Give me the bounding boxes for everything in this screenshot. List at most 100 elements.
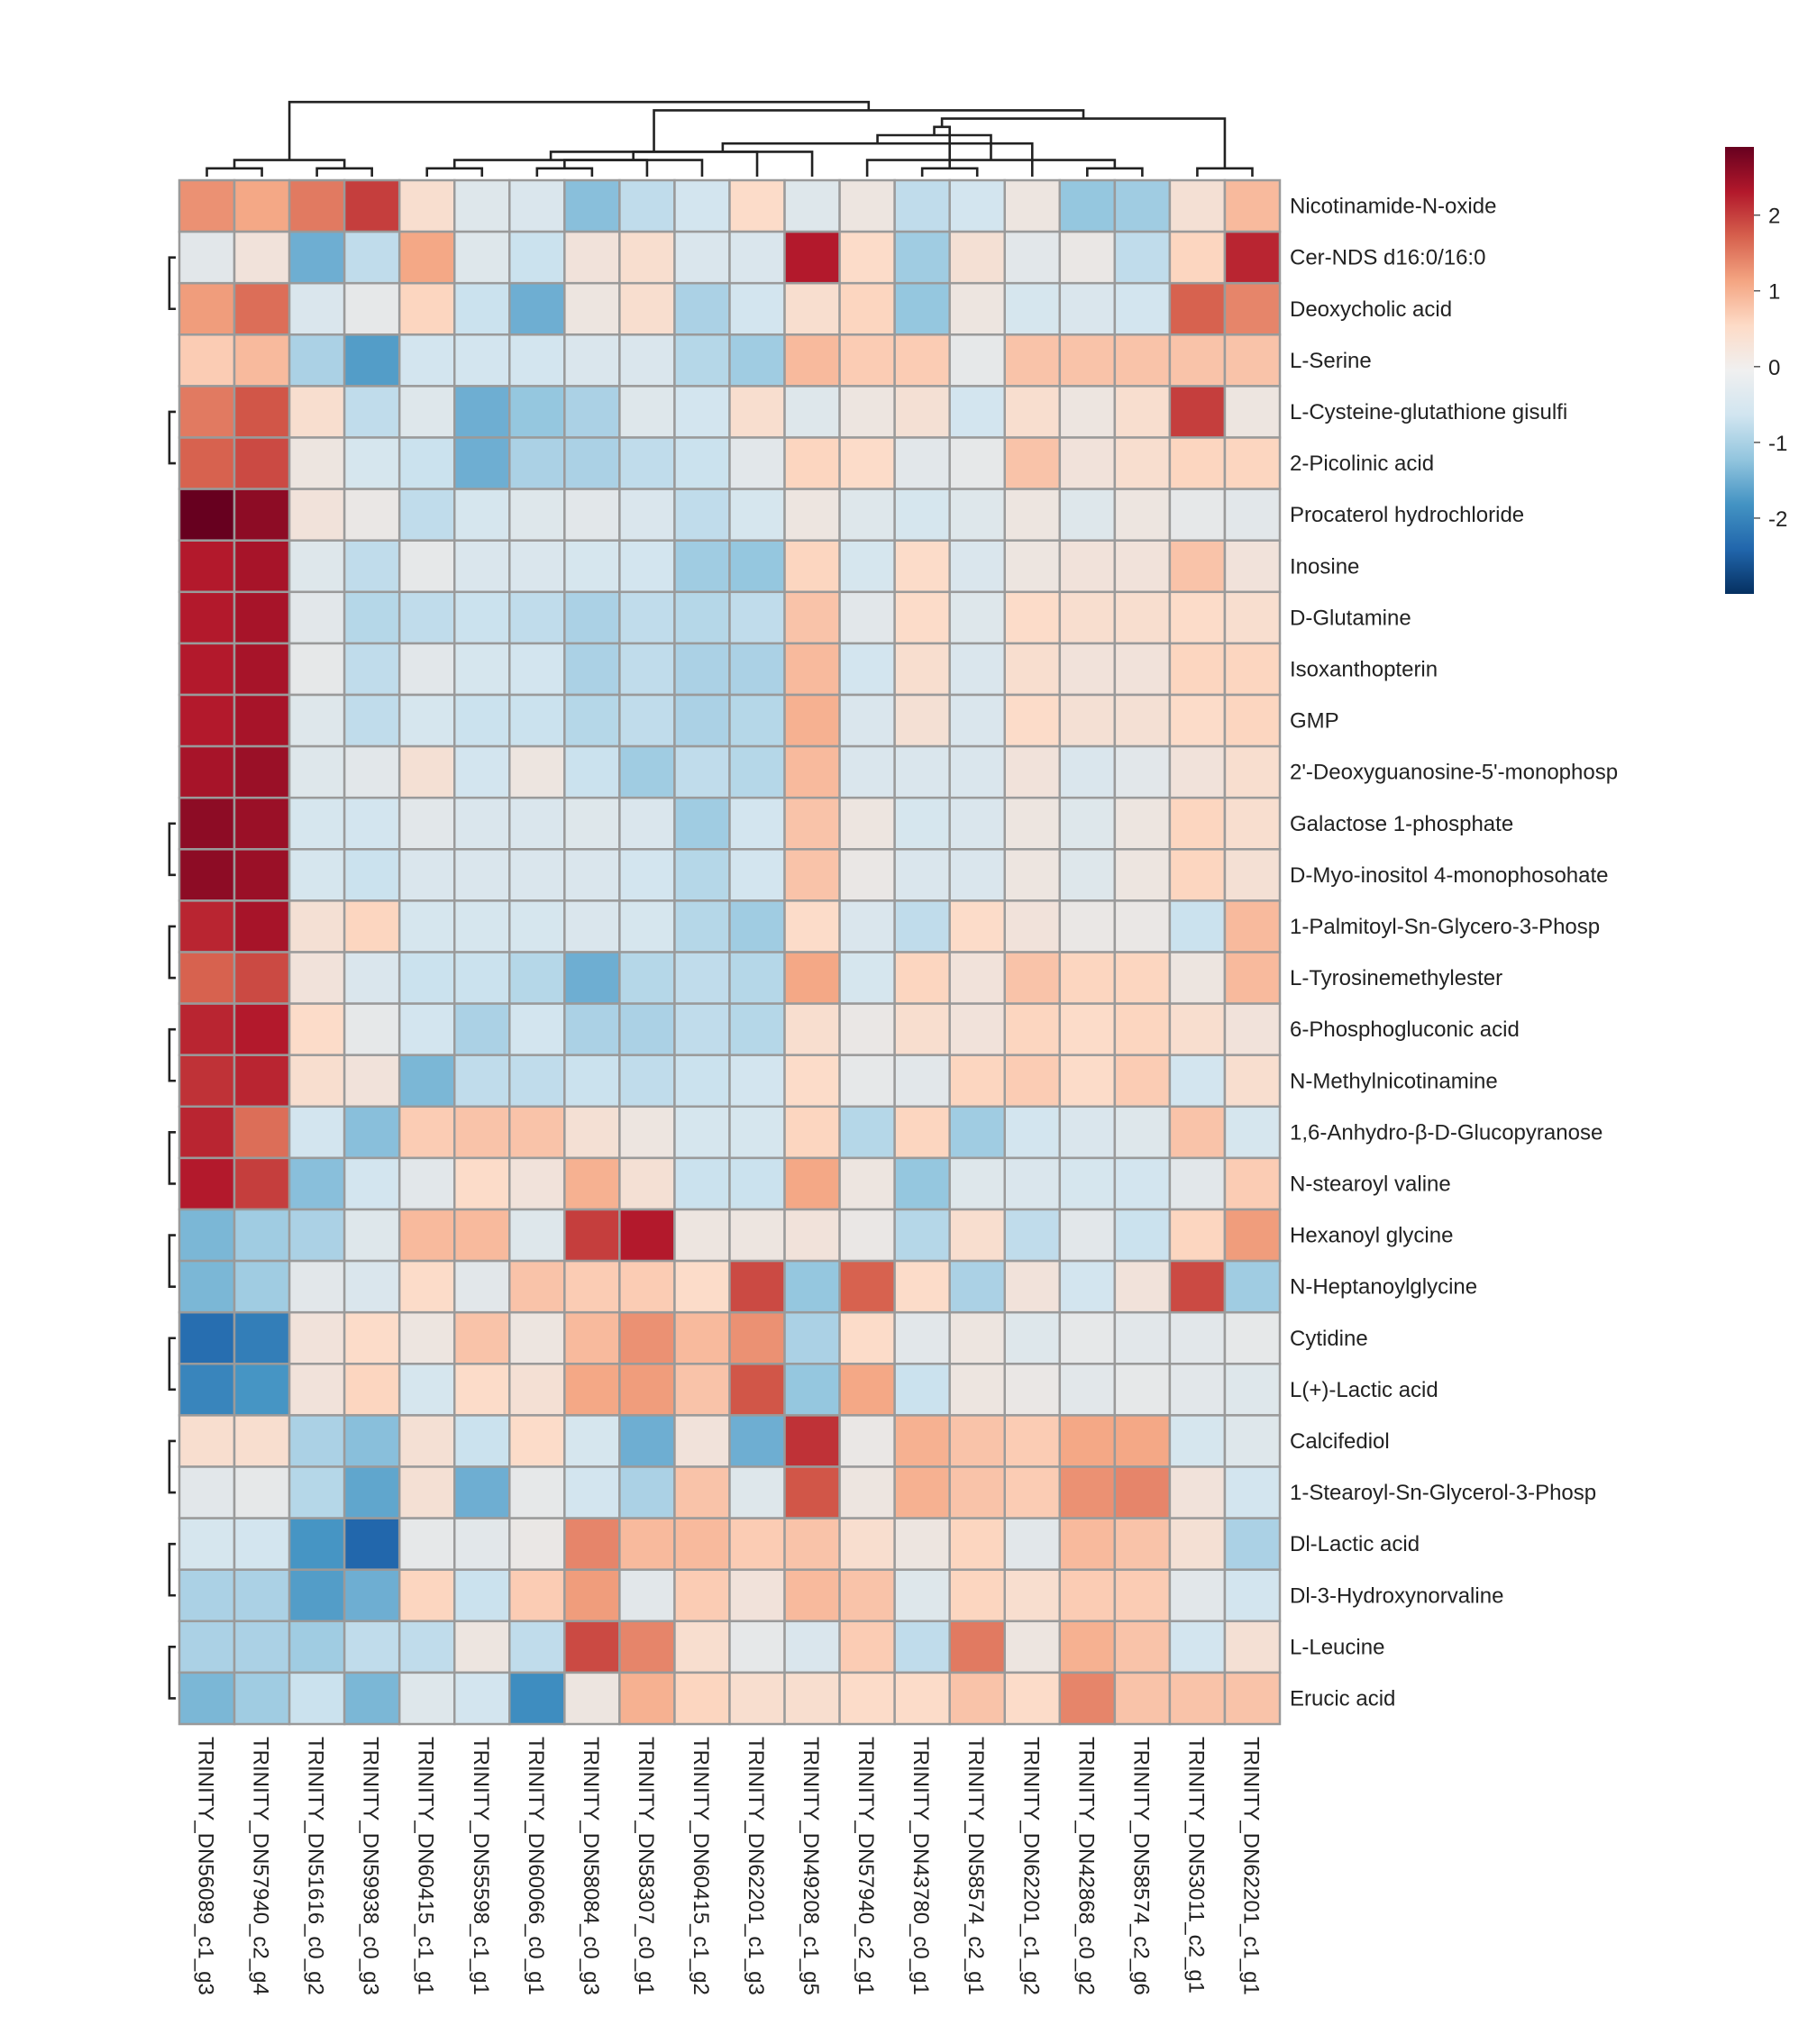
row-label: N-stearoyl valine	[1290, 1172, 1451, 1196]
heatmap-cell	[728, 1363, 786, 1417]
heatmap-cell	[838, 385, 896, 439]
heatmap-cell	[178, 1568, 236, 1623]
heatmap-cell	[178, 333, 236, 388]
heatmap-cell	[783, 1620, 841, 1674]
heatmap-cell	[618, 230, 676, 285]
heatmap-cell	[1168, 1568, 1227, 1623]
column-label: TRINITY_DN62201_c1_g3	[744, 1737, 768, 1995]
heatmap-cell	[838, 1310, 896, 1365]
heatmap-cell	[342, 1414, 401, 1468]
heatmap-cell	[1168, 281, 1227, 336]
heatmap-cell	[838, 796, 896, 851]
heatmap-cell	[397, 488, 456, 542]
colorbar-gradient	[1725, 147, 1754, 594]
heatmap-cell	[1223, 1414, 1282, 1468]
heatmap-cell	[288, 590, 346, 645]
heatmap-cell	[453, 899, 511, 954]
heatmap-cell	[1058, 1105, 1117, 1160]
heatmap-cell	[728, 385, 786, 439]
heatmap-cell	[1223, 1002, 1282, 1056]
heatmap-cell	[893, 1517, 951, 1571]
row-label: L-Serine	[1290, 349, 1372, 373]
heatmap-cell	[508, 1002, 566, 1056]
heatmap-cell	[1058, 1363, 1117, 1417]
heatmap-cell	[673, 1517, 731, 1571]
heatmap-cell	[1113, 590, 1172, 645]
heatmap-cell	[453, 1105, 511, 1160]
dendrogram-branch	[865, 159, 1117, 177]
colorbar: 2 1 0 -1 -2	[1725, 147, 1787, 594]
heatmap-cell	[728, 281, 786, 336]
heatmap-cell	[288, 951, 346, 1005]
heatmap-cell	[1058, 281, 1117, 336]
dendrogram-branch	[653, 109, 1085, 152]
heatmap-cell	[1058, 1620, 1117, 1674]
heatmap-cell	[1223, 642, 1282, 697]
heatmap-cell	[1113, 951, 1172, 1005]
heatmap-cell	[397, 796, 456, 851]
heatmap-cell	[508, 642, 566, 697]
column-label: TRINITY_DN60415_c1_g1	[414, 1737, 438, 1995]
heatmap-cell	[1058, 436, 1117, 490]
heatmap-cell	[1223, 1156, 1282, 1211]
heatmap-cell	[1168, 1465, 1227, 1519]
heatmap-cell	[673, 385, 731, 439]
heatmap-cell	[673, 796, 731, 851]
heatmap-cell	[342, 590, 401, 645]
column-label: TRINITY_DN57940_c2_g1	[854, 1737, 878, 1995]
heatmap-cell	[563, 1363, 621, 1417]
heatmap-cell	[397, 590, 456, 645]
heatmap-cell	[342, 642, 401, 697]
row-label: Dl-Lactic acid	[1290, 1532, 1420, 1556]
heatmap-cell	[728, 436, 786, 490]
heatmap-cell	[563, 899, 621, 954]
heatmap-cell	[508, 1568, 566, 1623]
row-label: D-Glutamine	[1290, 606, 1411, 630]
row-label: 1-Stearoyl-Sn-Glycerol-3-Phosp	[1290, 1481, 1596, 1505]
heatmap-cell	[1168, 1414, 1227, 1468]
heatmap-cell	[893, 951, 951, 1005]
heatmap-cell	[783, 1310, 841, 1365]
heatmap-cell	[838, 1414, 896, 1468]
heatmap-cell	[1168, 848, 1227, 902]
heatmap-cell	[1113, 693, 1172, 748]
heatmap-cell	[563, 333, 621, 388]
heatmap-cell	[563, 848, 621, 902]
row-label: Deoxycholic acid	[1290, 297, 1452, 322]
heatmap-cell	[728, 744, 786, 799]
heatmap-cell	[397, 230, 456, 285]
heatmap-cell	[1113, 333, 1172, 388]
heatmap-cell	[397, 642, 456, 697]
heatmap-cell	[342, 951, 401, 1005]
heatmap-cell	[673, 1105, 731, 1160]
heatmap-cell	[508, 178, 566, 233]
heatmap-cell	[893, 796, 951, 851]
heatmap-cell	[893, 230, 951, 285]
column-label: TRINITY_DN43780_c0_g1	[909, 1737, 933, 1995]
heatmap-cell	[342, 1671, 401, 1726]
heatmap-cell	[233, 1671, 291, 1726]
heatmap-cell	[673, 1568, 731, 1623]
dendrogram-branch	[535, 167, 594, 177]
heatmap-cell	[453, 1414, 511, 1468]
heatmap-cell	[563, 1414, 621, 1468]
heatmap-cell	[1003, 1002, 1062, 1056]
heatmap-cell	[563, 178, 621, 233]
heatmap-cell	[233, 1259, 291, 1314]
heatmap-cell	[508, 1620, 566, 1674]
heatmap-cell	[673, 848, 731, 902]
heatmap-cell	[563, 385, 621, 439]
heatmap-cell	[618, 385, 676, 439]
heatmap-cell	[453, 178, 511, 233]
heatmap-cell	[1113, 1105, 1172, 1160]
heatmap-cell	[1113, 1310, 1172, 1365]
heatmap-cell	[288, 1465, 346, 1519]
heatmap-cell	[1223, 281, 1282, 336]
colorbar-tick-label: -2	[1768, 507, 1787, 532]
heatmap-cell	[453, 1568, 511, 1623]
row-dendrogram	[169, 206, 176, 1700]
heatmap-cell	[1058, 951, 1117, 1005]
heatmap-cell	[838, 1568, 896, 1623]
dendrogram-branch	[315, 167, 373, 177]
heatmap-cell	[288, 1671, 346, 1726]
